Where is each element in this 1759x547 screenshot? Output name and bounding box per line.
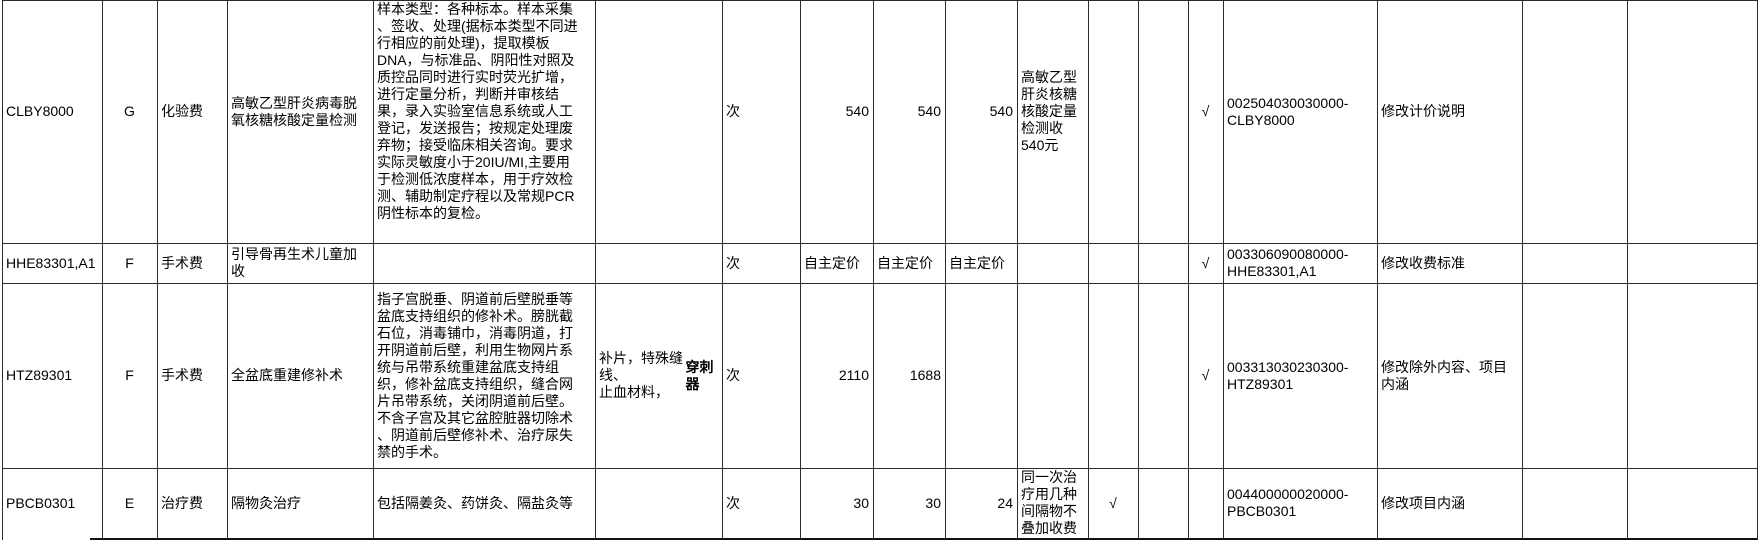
cell-unit[interactable]: 次 — [726, 103, 740, 119]
cell-item-description[interactable]: 样本类型：各种标本。样本采集 、签收、处理(据标本类型不同进 行相应的前处理)，… — [377, 1, 578, 221]
cell-item-name[interactable]: 高敏乙型肝炎病毒脱 氧核糖核酸定量检测 — [231, 94, 357, 128]
exclusions-bold-text: 穿刺器 — [685, 358, 714, 392]
cell-item-code[interactable]: HTZ89301 — [6, 367, 73, 383]
cell-fee-category[interactable]: 手术费 — [161, 367, 203, 383]
cell-grade[interactable]: F — [125, 254, 134, 271]
gridline-vertical — [1088, 0, 1089, 540]
cell-item-code[interactable]: HHE83301,A1 — [6, 254, 96, 271]
cell-grade[interactable]: F — [125, 367, 134, 383]
gridline-vertical — [1188, 0, 1189, 540]
cell-price-2[interactable]: 自主定价 — [877, 254, 933, 271]
gridline-horizontal — [2, 283, 1757, 284]
gridline-vertical — [1757, 0, 1758, 540]
cell-modification-type[interactable]: 修改收费标准 — [1381, 254, 1465, 271]
cell-price-1[interactable]: 30 — [853, 494, 869, 511]
exclusions-text: 补片，特殊缝线、 止血材料， — [599, 350, 683, 400]
cell-unit[interactable]: 次 — [726, 494, 740, 511]
gridline-vertical — [595, 0, 596, 540]
cell-fee-category[interactable]: 手术费 — [161, 254, 203, 271]
cell-price-1[interactable]: 自主定价 — [804, 254, 860, 271]
gridline-vertical — [800, 0, 801, 540]
cell-checkmark[interactable]: √ — [1109, 494, 1117, 511]
gridline-vertical — [1223, 0, 1224, 540]
cell-item-description[interactable]: 包括隔姜灸、药饼灸、隔盐灸等 — [377, 494, 573, 511]
gridline-vertical — [1522, 0, 1523, 540]
cell-price-3[interactable]: 24 — [997, 494, 1013, 511]
gridline-horizontal — [2, 243, 1757, 244]
cell-modification-type[interactable]: 修改计价说明 — [1381, 103, 1465, 119]
cell-modification-type[interactable]: 修改项目内涵 — [1381, 494, 1465, 511]
cell-unit[interactable]: 次 — [726, 254, 740, 271]
cell-exclusions[interactable]: 补片，特殊缝线、 止血材料， 穿刺器 — [595, 283, 722, 468]
cell-national-code[interactable]: 004400000020000- PBCB0301 — [1227, 486, 1349, 519]
cell-price-1[interactable]: 2110 — [838, 367, 869, 383]
gridline-vertical — [1017, 0, 1018, 540]
gridline-vertical — [722, 0, 723, 540]
cell-item-code[interactable]: CLBY8000 — [6, 103, 74, 119]
cell-fee-category[interactable]: 治疗费 — [161, 494, 203, 511]
gridline-vertical — [1377, 0, 1378, 540]
cell-checkmark[interactable]: √ — [1201, 254, 1210, 271]
gridline-vertical — [227, 0, 228, 540]
gridline-horizontal-bottom — [90, 538, 1757, 540]
cell-item-name[interactable]: 引导骨再生术儿童加 收 — [231, 246, 357, 279]
cell-national-code[interactable]: 003306090080000- HHE83301,A1 — [1227, 246, 1349, 279]
cell-national-code[interactable]: 003313030230300- HTZ89301 — [1227, 358, 1349, 392]
gridline-horizontal — [2, 0, 1757, 1]
cell-price-2[interactable]: 30 — [925, 494, 941, 511]
cell-grade[interactable]: E — [124, 494, 135, 511]
cell-price-1[interactable]: 540 — [845, 103, 869, 119]
cell-national-code[interactable]: 002504030030000- CLBY8000 — [1227, 94, 1349, 128]
gridline-vertical — [2, 0, 3, 540]
cell-price-2[interactable]: 1688 — [909, 367, 941, 383]
gridline-horizontal — [2, 468, 1757, 469]
gridline-vertical — [373, 0, 374, 540]
cell-price-2[interactable]: 540 — [917, 103, 941, 119]
gridline-vertical — [102, 0, 103, 540]
gridline-vertical — [1627, 0, 1628, 540]
gridline-vertical — [873, 0, 874, 540]
gridline-vertical — [945, 0, 946, 540]
cell-unit[interactable]: 次 — [726, 367, 740, 383]
cell-item-code[interactable]: PBCB0301 — [6, 494, 76, 511]
cell-checkmark[interactable]: √ — [1201, 367, 1210, 383]
cell-price-3[interactable]: 自主定价 — [949, 254, 1005, 271]
cell-note[interactable]: 高敏乙型 肝炎核糖 核酸定量 检测收 540元 — [1021, 69, 1077, 153]
cell-fee-category[interactable]: 化验费 — [161, 103, 203, 119]
cell-item-description[interactable]: 指子宫脱垂、阴道前后壁脱垂等 盆底支持组织的修补术。膀胱截 石位，消毒铺巾，消毒… — [377, 290, 573, 460]
cell-note[interactable]: 同一次治 疗用几种 间隔物不 叠加收费 — [1021, 469, 1077, 536]
cell-checkmark[interactable]: √ — [1201, 103, 1210, 119]
cell-price-3[interactable]: 540 — [989, 103, 1013, 119]
cell-grade[interactable]: G — [124, 103, 135, 119]
cell-item-name[interactable]: 全盆底重建修补术 — [231, 367, 343, 383]
cell-item-name[interactable]: 隔物灸治疗 — [231, 494, 301, 511]
gridline-vertical — [1138, 0, 1139, 540]
gridline-vertical — [157, 0, 158, 540]
cell-modification-type[interactable]: 修改除外内容、项目 内涵 — [1381, 358, 1507, 392]
